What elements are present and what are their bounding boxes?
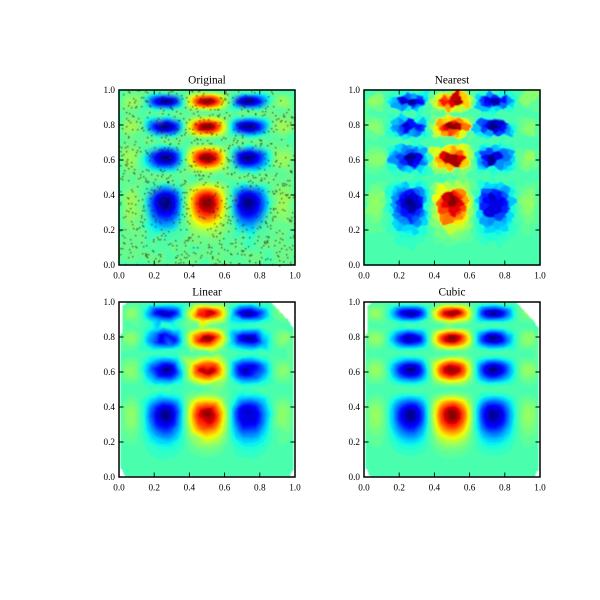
svg-text:1.0: 1.0 [289,483,301,493]
svg-text:1.0: 1.0 [289,271,301,281]
svg-text:0.0: 0.0 [358,483,370,493]
svg-text:0.2: 0.2 [104,225,116,235]
svg-text:Original: Original [188,75,226,87]
svg-text:0.4: 0.4 [104,402,116,412]
svg-text:0.4: 0.4 [349,190,361,200]
svg-text:0.2: 0.2 [148,483,160,493]
svg-text:0.6: 0.6 [219,271,231,281]
svg-text:0.4: 0.4 [184,483,196,493]
svg-text:0.4: 0.4 [184,271,196,281]
svg-text:0.0: 0.0 [358,271,370,281]
svg-text:0.2: 0.2 [393,271,405,281]
svg-text:1.0: 1.0 [534,483,546,493]
svg-text:0.6: 0.6 [349,367,361,377]
svg-text:0.4: 0.4 [349,402,361,412]
svg-text:0.8: 0.8 [349,120,361,130]
svg-text:1.0: 1.0 [534,271,546,281]
svg-text:0.8: 0.8 [254,483,266,493]
svg-text:0.8: 0.8 [104,332,116,342]
svg-text:0.0: 0.0 [113,483,125,493]
svg-text:0.0: 0.0 [349,472,361,482]
svg-text:1.0: 1.0 [104,85,116,95]
svg-text:0.2: 0.2 [349,437,361,447]
svg-text:Nearest: Nearest [435,75,470,87]
svg-text:0.0: 0.0 [113,271,125,281]
svg-text:0.0: 0.0 [104,260,116,270]
svg-text:0.0: 0.0 [349,260,361,270]
svg-text:0.4: 0.4 [429,483,441,493]
svg-text:Cubic: Cubic [439,287,466,299]
svg-text:0.4: 0.4 [104,190,116,200]
svg-text:0.8: 0.8 [499,271,511,281]
svg-text:0.6: 0.6 [464,271,476,281]
svg-text:0.8: 0.8 [349,332,361,342]
svg-text:0.6: 0.6 [349,155,361,165]
svg-text:Linear: Linear [192,287,222,299]
svg-text:0.2: 0.2 [349,225,361,235]
svg-text:1.0: 1.0 [349,85,361,95]
svg-text:0.8: 0.8 [499,483,511,493]
svg-text:0.2: 0.2 [104,437,116,447]
svg-text:1.0: 1.0 [349,297,361,307]
svg-text:0.6: 0.6 [464,483,476,493]
svg-text:0.6: 0.6 [219,483,231,493]
svg-text:0.2: 0.2 [148,271,160,281]
svg-text:1.0: 1.0 [104,297,116,307]
svg-text:0.8: 0.8 [104,120,116,130]
svg-text:0.6: 0.6 [104,367,116,377]
svg-text:0.4: 0.4 [429,271,441,281]
svg-text:0.6: 0.6 [104,155,116,165]
svg-text:0.8: 0.8 [254,271,266,281]
svg-text:0.2: 0.2 [393,483,405,493]
svg-text:0.0: 0.0 [104,472,116,482]
